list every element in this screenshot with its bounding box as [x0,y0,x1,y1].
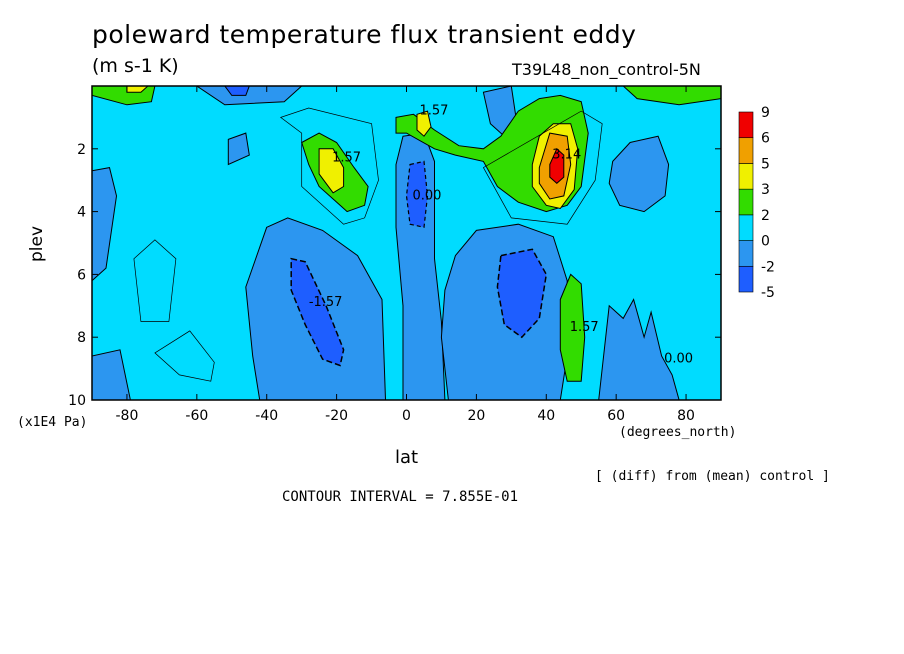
region-neg-sh-upper [227,132,250,166]
colorbar-label: 9 [761,105,770,121]
region-yellow-sh [318,148,345,194]
x-tick-label: -20 [325,408,348,424]
contour-label: 1.57 [419,104,448,119]
y-tick-label: 4 [77,205,86,221]
y-ticks: 2 4 6 8 10 [68,142,721,409]
colorbar-label: -5 [761,285,775,301]
contour-line-3 [482,110,603,225]
region-pos-nh-lower [559,273,586,382]
region-yellow-eq [416,110,432,137]
colorbar-swatch [738,163,754,190]
y-tick-label: 2 [77,142,86,158]
region-strongneg-eq [405,160,429,229]
contour-label: 1.57 [332,151,361,166]
y-tick-label: 6 [77,267,86,283]
region-neg-top-mid [195,86,303,106]
y-tick-label: 8 [77,330,86,346]
contour-label: 3.14 [552,148,581,163]
region-strongneg-sh [290,257,345,367]
region-pos-top-nh [622,86,721,106]
x-tick-label: 0 [402,408,411,424]
contour-label: 1.57 [570,320,599,335]
chart-units: (m s-1 K) [92,55,179,77]
colorbar-swatch [738,240,754,267]
colorbar-label: 6 [761,131,770,147]
contour-fields [92,86,721,400]
contour-interval: CONTOUR INTERVAL = 7.855E-01 [282,489,519,505]
region-neg-west-edge [92,167,118,282]
region-neg-nh-upper [608,135,670,213]
x-axis-unit: (degrees_north) [619,425,737,440]
x-tick-label: 20 [467,408,485,424]
colorbar: 9 6 5 3 2 0 -2 -5 [738,105,775,301]
y-tick-label: 10 [68,393,86,409]
region-strongneg-nh [496,248,548,339]
colorbar-swatch [738,111,754,139]
x-tick-label: -80 [116,408,139,424]
contour-label: 0.00 [664,352,693,367]
colorbar-label: -2 [761,259,775,275]
region-red-nh [549,147,565,184]
x-axis-label: lat [395,447,419,468]
x-tick-label: 80 [677,408,695,424]
contour-labels: 3.14 1.57 1.57 1.57 -1.57 0.00 0.00 [309,104,693,367]
x-tick-label: 60 [607,408,625,424]
contour-line-2 [279,107,379,225]
x-tick-label: -60 [185,408,208,424]
x-tick-label: 40 [537,408,555,424]
region-strongneg-top [224,86,250,96]
chart-title: poleward temperature flux transient eddy [92,20,637,49]
colorbar-swatch [738,214,754,241]
x-ticks: -80 -60 -40 -20 0 20 40 60 80 [116,86,695,424]
y-axis-unit: (x1E4 Pa) [17,415,88,430]
run-label: T39L48_non_control-5N [512,60,701,79]
colorbar-label: 0 [761,234,770,250]
contour-line-0 [154,330,215,382]
x-tick-label: -40 [255,408,278,424]
colorbar-swatch [738,188,754,216]
colorbar-swatch [738,265,754,293]
colorbar-label: 3 [761,182,770,198]
contour-line-1 [133,239,177,322]
colorbar-label: 5 [761,156,770,172]
colorbar-label: 2 [761,208,770,224]
region-neg-nh-low [598,298,680,400]
contour-label: 0.00 [413,188,442,203]
colorbar-swatch [738,137,754,164]
contour-label: -1.57 [309,295,343,310]
region-neg-west-low [92,349,131,400]
diff-note: [ (diff) from (mean) control ] [595,469,830,484]
